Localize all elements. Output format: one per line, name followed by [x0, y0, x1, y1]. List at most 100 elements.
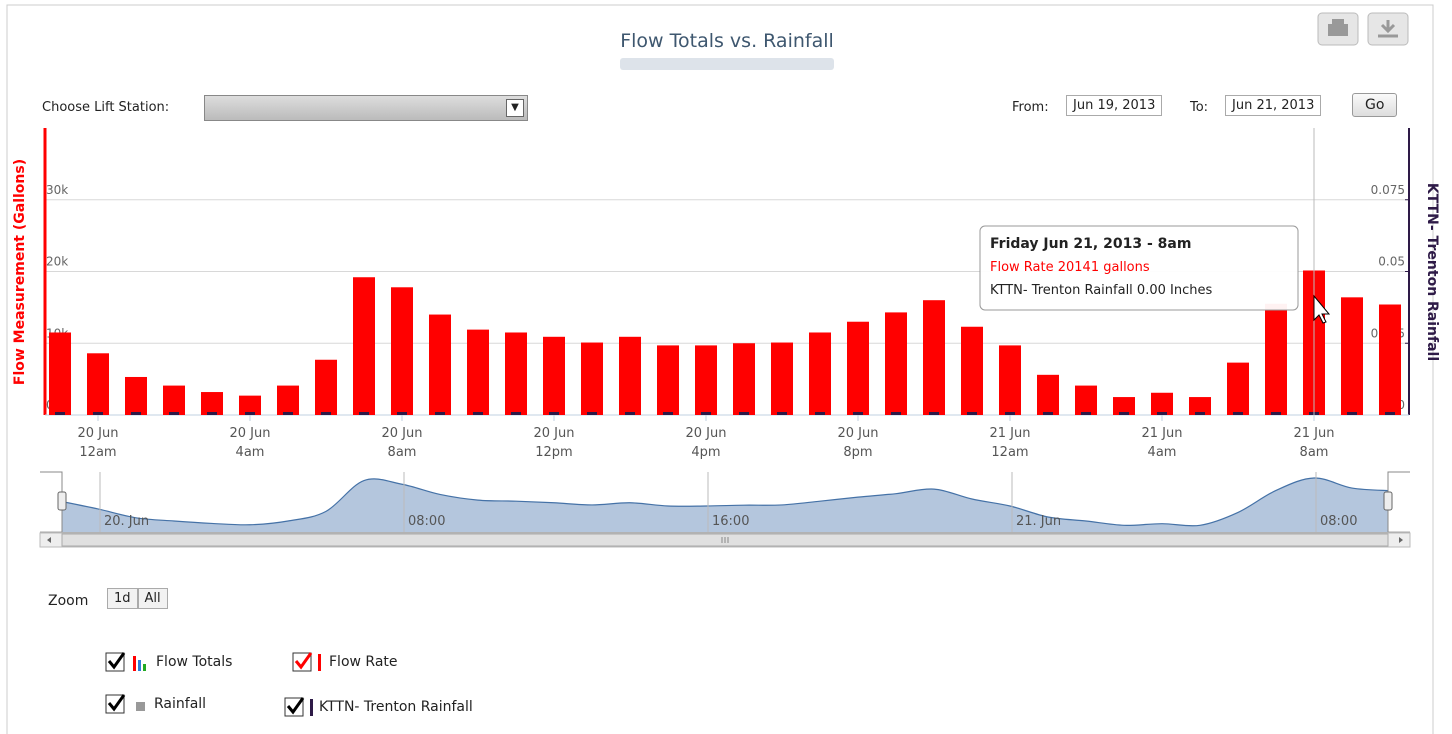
bar	[239, 395, 261, 415]
x-tick-label: 20 Jun	[382, 426, 423, 441]
tooltip-line: Flow Rate 20141 gallons	[990, 260, 1150, 275]
bar	[619, 336, 641, 415]
rainfall-marker	[815, 412, 825, 415]
rainfall-marker	[625, 412, 635, 415]
x-tick-label: 21 Jun	[990, 426, 1031, 441]
bar	[1379, 304, 1401, 415]
x-tick-label: 12pm	[535, 445, 572, 460]
x-tick-label: 12am	[79, 445, 116, 460]
rainfall-marker	[1043, 412, 1053, 415]
navigator-label: 21. Jun	[1016, 514, 1061, 529]
print-button[interactable]	[1317, 12, 1359, 46]
rainfall-marker	[283, 412, 293, 415]
bar	[429, 314, 451, 415]
bar	[771, 342, 793, 415]
legend-item[interactable]: Flow Rate	[292, 652, 398, 672]
navigator-handle[interactable]	[57, 491, 67, 511]
bar	[315, 359, 337, 415]
zoom-all[interactable]: All	[137, 588, 168, 609]
tooltip-box	[979, 225, 1299, 311]
rainfall-marker	[397, 412, 407, 415]
y2-axis-title: KTTN- Trenton Rainfall	[1424, 183, 1440, 361]
rainfall-marker	[1119, 412, 1129, 415]
rainfall-marker	[1385, 412, 1395, 415]
lift-station-label: Choose Lift Station:	[42, 100, 170, 115]
bar	[467, 329, 489, 415]
y-tick-label: 30k	[46, 183, 68, 197]
rainfall-marker	[511, 412, 521, 415]
rainfall-marker	[1005, 412, 1015, 415]
bar	[1037, 374, 1059, 415]
go-button[interactable]: Go	[1352, 93, 1398, 117]
legend-label: Flow Totals	[156, 654, 233, 670]
bar	[505, 332, 527, 415]
rainfall-marker	[1233, 412, 1243, 415]
x-tick-label: 12am	[991, 445, 1028, 460]
rainfall-marker	[359, 412, 369, 415]
rainfall-marker	[55, 412, 65, 415]
bar	[277, 385, 299, 415]
navigator-outline	[40, 471, 1410, 532]
cursor	[1313, 294, 1331, 324]
navigator-handle[interactable]	[1383, 491, 1393, 511]
tooltip: Friday Jun 21, 2013 - 8am Flow Rate 20141…	[979, 225, 1299, 311]
bar	[543, 336, 565, 415]
bar	[923, 300, 945, 415]
zoom-buttons: 1d All	[107, 588, 168, 609]
x-tick-label: 4am	[1148, 445, 1177, 460]
y2-tick-label: 0.05	[1378, 255, 1405, 269]
y-axis-title: Flow Measurement (Gallons)	[12, 159, 28, 385]
y2-tick-label: 0	[1397, 398, 1405, 412]
legend-item[interactable]: KTTN- Trenton Rainfall	[284, 697, 473, 717]
blurred-subtitle	[620, 58, 834, 70]
frame	[6, 4, 1434, 734]
bar	[1265, 303, 1287, 415]
bar	[657, 345, 679, 415]
rainfall-marker	[891, 412, 901, 415]
bar	[733, 343, 755, 415]
rainfall-marker	[245, 412, 255, 415]
x-tick-label: 4pm	[691, 445, 720, 460]
rainfall-marker	[663, 412, 673, 415]
rainfall-marker	[929, 412, 939, 415]
x-tick-label: 8am	[1300, 445, 1329, 460]
bar	[1113, 397, 1135, 415]
bar	[353, 277, 375, 415]
rainfall-marker	[1271, 412, 1281, 415]
bar	[581, 342, 603, 415]
bar	[87, 353, 109, 415]
from-label: From:	[1012, 100, 1049, 115]
rainfall-marker	[435, 412, 445, 415]
x-tick-label: 20 Jun	[838, 426, 879, 441]
bar	[847, 321, 869, 415]
x-tick-label: 20 Jun	[230, 426, 271, 441]
rainfall-marker	[321, 412, 331, 415]
legend-item[interactable]: Flow Totals	[105, 652, 232, 672]
legend-item[interactable]: Rainfall	[105, 694, 206, 714]
bar	[125, 376, 147, 415]
bar	[695, 345, 717, 415]
rainfall-marker	[93, 412, 103, 415]
bar	[1341, 297, 1363, 415]
navigator-label: 08:00	[1320, 514, 1357, 529]
to-date-input[interactable]: Jun 21, 2013	[1225, 95, 1322, 116]
rainfall-marker	[473, 412, 483, 415]
x-tick-label: 8am	[388, 445, 417, 460]
x-tick-label: 20 Jun	[686, 426, 727, 441]
bar	[1075, 385, 1097, 415]
download-button[interactable]	[1367, 12, 1409, 46]
lift-station-select[interactable]: ▼	[204, 95, 528, 121]
rainfall-marker	[207, 412, 217, 415]
bar	[49, 332, 71, 415]
bar	[999, 345, 1021, 415]
zoom-1d[interactable]: 1d	[107, 588, 138, 609]
x-tick-label: 20 Jun	[534, 426, 575, 441]
bar	[809, 332, 831, 415]
from-date-input[interactable]: Jun 19, 2013	[1066, 95, 1163, 116]
rainfall-marker	[169, 412, 179, 415]
legend-icon	[105, 694, 145, 714]
bar	[1227, 362, 1249, 415]
x-tick-label: 4am	[236, 445, 265, 460]
bar	[885, 312, 907, 415]
